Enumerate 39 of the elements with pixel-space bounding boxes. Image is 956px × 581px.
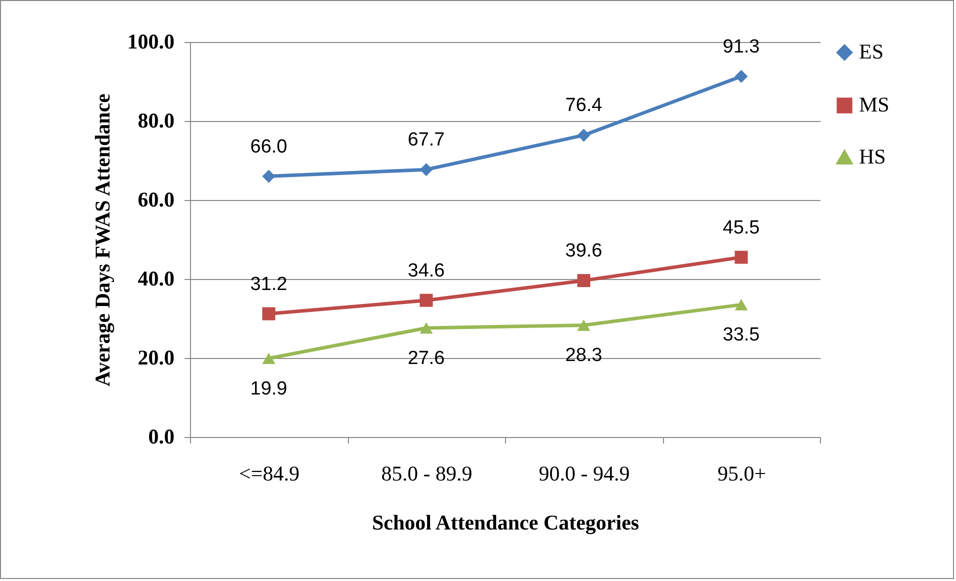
data-label: 33.5 [722, 324, 760, 346]
x-tick-label: <=84.9 [239, 462, 300, 486]
data-label: 34.6 [408, 260, 445, 282]
data-label: 39.6 [565, 240, 602, 262]
data-label: 66.0 [250, 136, 288, 158]
y-tick-label: 80.0 [138, 108, 174, 132]
point [420, 163, 433, 176]
y-tick-label: 20.0 [138, 346, 174, 370]
data-label: 67.7 [408, 130, 445, 151]
point [577, 320, 590, 331]
x-tick-label: 90.0 - 94.9 [538, 462, 630, 486]
legend-label: ES [859, 40, 884, 64]
data-label: 91.3 [722, 36, 760, 58]
data-label: 19.9 [250, 378, 288, 400]
x-axis-title: School Attendance Categories [372, 510, 640, 534]
data-label: 45.5 [722, 217, 760, 238]
point [577, 128, 590, 142]
point [734, 70, 748, 83]
y-tick-label: 60.0 [138, 188, 174, 212]
point [262, 170, 276, 183]
x-tick-label: 95.0+ [717, 462, 766, 486]
data-label: 28.3 [565, 345, 602, 366]
point [262, 307, 276, 320]
data-label: 27.6 [408, 348, 445, 369]
legend-label: HS [859, 144, 886, 168]
x-tick-label: 85.0 - 89.9 [381, 462, 472, 486]
y-axis-title: Average Days FWAS Attendance [90, 94, 114, 386]
data-label: 76.4 [565, 95, 603, 116]
y-tick-label: 100.0 [127, 30, 174, 54]
point [734, 250, 748, 264]
y-tick-label: 40.0 [138, 266, 174, 290]
point [420, 294, 433, 307]
point [420, 322, 433, 334]
y-tick-label: 0.0 [148, 424, 174, 448]
point [734, 299, 748, 310]
point [262, 352, 276, 364]
legend-label: MS [859, 92, 890, 116]
data-label: 31.2 [250, 274, 288, 295]
point [577, 274, 590, 288]
